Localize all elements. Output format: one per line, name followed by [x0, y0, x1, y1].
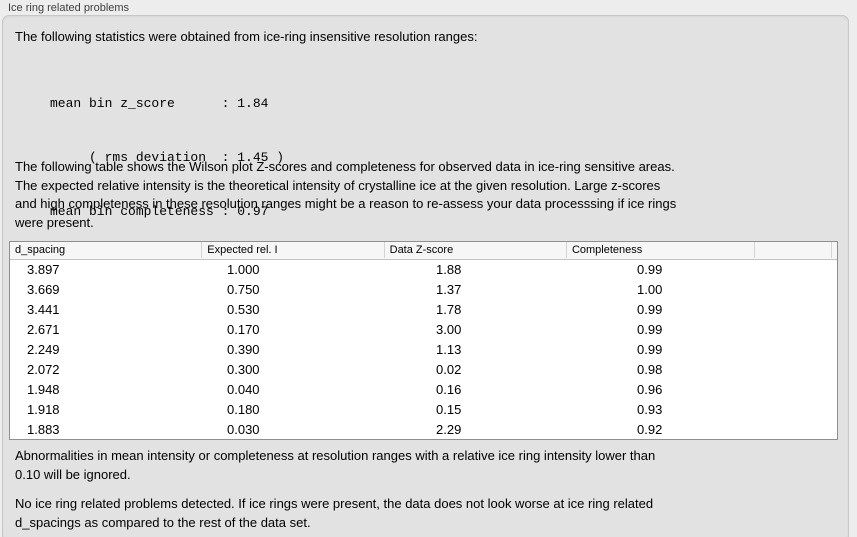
- table-cell: 0.300: [227, 362, 260, 377]
- table-cell: 0.16: [436, 382, 462, 397]
- ice-ring-table: d_spacing Expected rel. I Data Z-score C…: [9, 241, 838, 440]
- table-cell: 1.883: [27, 422, 60, 437]
- column-header-empty: [755, 242, 832, 258]
- table-cell: 0.15: [436, 402, 462, 417]
- table-cell: 1.88: [436, 262, 462, 277]
- table-cell: 1.918: [27, 402, 60, 417]
- table-cell: 0.030: [227, 422, 260, 437]
- table-cell: 0.530: [227, 302, 260, 317]
- table-cell: 0.93: [637, 402, 663, 417]
- table-description: The following table shows the Wilson plo…: [15, 158, 676, 232]
- table-cell: 0.170: [227, 322, 260, 337]
- description-line: The following table shows the Wilson plo…: [15, 159, 675, 174]
- conclusion-note: No ice ring related problems detected. I…: [15, 495, 653, 532]
- stats-intro: The following statistics were obtained f…: [15, 29, 478, 44]
- table-cell: 0.92: [637, 422, 663, 437]
- table-cell: 0.040: [227, 382, 260, 397]
- table-row[interactable]: 3.669 0.750 1.37 1.00: [10, 280, 837, 300]
- table-cell: 1.000: [227, 262, 260, 277]
- description-line: The expected relative intensity is the t…: [15, 177, 661, 193]
- table-cell: 0.390: [227, 342, 260, 357]
- stat-line-mean-completeness: mean bin completeness : 0.97: [50, 204, 269, 219]
- report-panel: The following statistics were obtained f…: [2, 15, 849, 537]
- table-header: d_spacing Expected rel. I Data Z-score C…: [10, 242, 837, 260]
- column-header-completeness[interactable]: Completeness: [567, 242, 756, 258]
- column-header-filler: [832, 242, 837, 258]
- description-line: and high completeness in these resolutio…: [15, 196, 677, 211]
- panel-title: Ice ring related problems: [8, 2, 130, 14]
- table-cell: 3.897: [27, 262, 60, 277]
- table-cell: 0.98: [637, 362, 663, 377]
- table-row[interactable]: 2.249 0.390 1.13 0.99: [10, 340, 837, 360]
- table-cell: 1.13: [436, 342, 462, 357]
- table-cell: 2.249: [27, 342, 60, 357]
- table-cell: 1.37: [436, 282, 462, 297]
- table-cell: 1.78: [436, 302, 462, 317]
- table-cell: 0.96: [637, 382, 663, 397]
- table-row[interactable]: 1.918 0.180 0.15 0.93: [10, 400, 837, 420]
- conclusion-line: d_spacings as compared to the rest of th…: [15, 514, 311, 530]
- table-row[interactable]: 3.897 1.000 1.88 0.99: [10, 260, 837, 280]
- ignore-note: Abnormalities in mean intensity or compl…: [15, 447, 655, 484]
- table-row[interactable]: 2.072 0.300 0.02 0.98: [10, 360, 837, 380]
- stat-line-z-score-rms: ( rms deviation : 1.45 ): [50, 150, 285, 165]
- table-row[interactable]: 3.441 0.530 1.78 0.99: [10, 300, 837, 320]
- ignore-note-line: 0.10 will be ignored.: [15, 466, 131, 482]
- table-cell: 1.948: [27, 382, 60, 397]
- table-row[interactable]: 1.883 0.030 2.29 0.92: [10, 420, 837, 440]
- table-cell: 1.00: [637, 282, 663, 297]
- table-cell: 0.750: [227, 282, 260, 297]
- ignore-note-line: Abnormalities in mean intensity or compl…: [15, 448, 656, 463]
- table-cell: 2.671: [27, 322, 60, 337]
- description-line: were present.: [15, 214, 94, 230]
- table-row[interactable]: 1.948 0.040 0.16 0.96: [10, 380, 837, 400]
- table-cell: 3.669: [27, 282, 60, 297]
- table-cell: 3.441: [27, 302, 60, 317]
- column-header-d-spacing[interactable]: d_spacing: [10, 242, 203, 258]
- table-row[interactable]: 2.671 0.170 3.00 0.99: [10, 320, 837, 340]
- table-cell: 0.180: [227, 402, 260, 417]
- table-body: 3.897 1.000 1.88 0.99 3.669 0.750 1.37 1.00 3.44…: [10, 260, 837, 440]
- stat-line-mean-z-score: mean bin z_score : 1.84: [50, 96, 269, 111]
- table-cell: 0.99: [637, 342, 663, 357]
- conclusion-line: No ice ring related problems detected. I…: [15, 496, 654, 511]
- table-cell: 3.00: [436, 322, 462, 337]
- table-cell: 0.99: [637, 322, 663, 337]
- table-cell: 0.99: [637, 302, 663, 317]
- column-header-expected-rel-i[interactable]: Expected rel. I: [202, 242, 385, 258]
- table-cell: 2.072: [27, 362, 60, 377]
- table-cell: 0.02: [436, 362, 462, 377]
- column-header-data-z-score[interactable]: Data Z-score: [385, 242, 567, 258]
- table-cell: 2.29: [436, 422, 462, 437]
- table-cell: 0.99: [637, 262, 663, 277]
